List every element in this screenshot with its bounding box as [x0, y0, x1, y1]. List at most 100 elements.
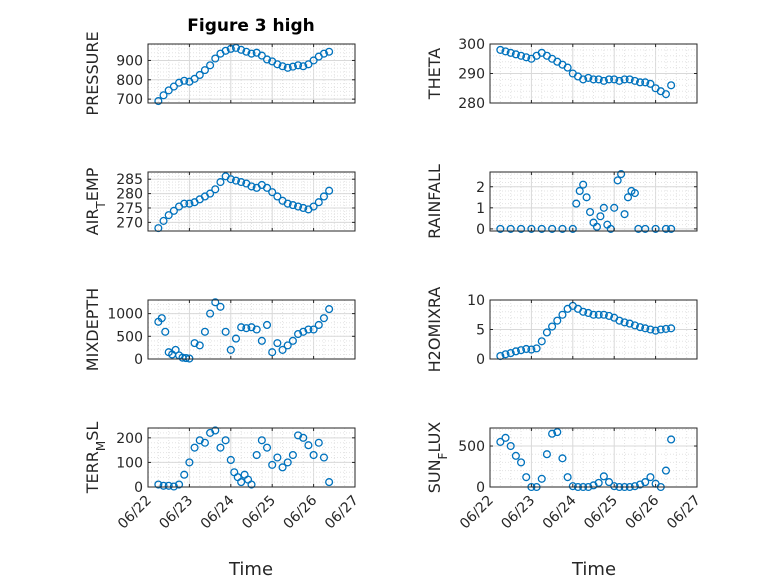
data-point	[216, 443, 225, 452]
data-point	[226, 175, 235, 184]
x-tick-label: 06/23	[498, 493, 538, 533]
data-point	[200, 66, 209, 75]
data-point	[262, 443, 272, 452]
data-point	[161, 327, 170, 336]
data-point	[325, 47, 334, 56]
data-point	[589, 75, 598, 84]
data-point	[154, 480, 163, 489]
data-point	[309, 325, 318, 334]
data-point	[231, 334, 241, 343]
y-tick-label: 280	[116, 187, 143, 203]
data-point	[592, 222, 601, 231]
data-point	[206, 189, 215, 198]
data-point	[278, 345, 287, 354]
y-tick-label: 900	[116, 53, 143, 69]
data-point	[615, 316, 624, 325]
data-point	[190, 339, 199, 348]
data-point	[548, 429, 557, 438]
y-axis-label: RAINFALL	[425, 164, 444, 239]
data-point	[169, 82, 178, 91]
y-tick-label: 1	[476, 201, 485, 217]
data-point	[656, 325, 665, 334]
subplot-sun-flux: 0 500 06/22 06/23 06/24 06/25 06/26 06/27 SUNFLU…	[425, 422, 704, 533]
data-point	[516, 51, 526, 60]
data-point	[496, 45, 505, 54]
data-point	[596, 212, 605, 221]
data-point	[511, 50, 520, 59]
data-point	[299, 327, 308, 336]
data-point	[646, 79, 655, 88]
data-point	[646, 325, 655, 334]
data-point	[542, 450, 551, 459]
data-point	[620, 318, 629, 327]
data-point	[575, 186, 584, 196]
data-point	[288, 62, 297, 71]
y-tick-label: 285	[116, 172, 143, 188]
data-point	[273, 60, 282, 69]
data-point	[206, 309, 215, 318]
data-point	[651, 326, 660, 335]
y-tick-label: 800	[116, 73, 143, 89]
data-point	[594, 75, 603, 84]
x-tick-label: 06/26	[281, 492, 321, 532]
data-point	[237, 478, 246, 487]
data-point	[283, 458, 292, 467]
y-axis-label: THETA	[425, 48, 444, 100]
axes-background	[490, 428, 697, 487]
y-tick-label: 290	[458, 67, 485, 83]
data-point	[216, 178, 225, 187]
data-point	[294, 61, 303, 70]
data-point	[314, 320, 323, 330]
data-point	[506, 441, 515, 451]
data-point	[288, 336, 297, 345]
data-point	[252, 325, 261, 334]
data-point	[159, 481, 168, 490]
data-point	[157, 314, 166, 323]
data-point	[206, 61, 215, 70]
data-point	[522, 473, 531, 482]
data-point	[617, 170, 626, 179]
axes-box	[147, 427, 356, 488]
data-point	[589, 310, 598, 319]
data-point	[558, 454, 567, 463]
axes-box	[147, 43, 356, 104]
data-point	[242, 47, 251, 56]
subplot-pressure: 700 800 900 PRESSURE	[83, 31, 356, 116]
data-point	[641, 478, 650, 487]
data-point	[630, 76, 639, 85]
y-tick-label: 270	[116, 215, 143, 231]
data-point	[579, 307, 588, 316]
data-point	[661, 90, 670, 99]
data-point	[211, 426, 220, 435]
data-point	[522, 53, 531, 62]
data-point	[646, 473, 655, 482]
axes-box	[147, 299, 356, 360]
data-point	[169, 206, 178, 215]
y-axis-label: H2OMIXRA	[425, 287, 444, 373]
x-tick-label: 06/25	[581, 493, 621, 533]
data-point	[579, 180, 588, 189]
data-point	[527, 224, 536, 233]
y-tick-label: 0	[134, 480, 143, 496]
data-point	[620, 75, 629, 84]
data-point	[496, 437, 505, 446]
axes-box	[489, 171, 698, 232]
y-tick-label: 10	[467, 293, 485, 309]
data-point	[641, 224, 650, 233]
data-point	[506, 349, 515, 358]
data-point	[283, 63, 292, 72]
x-axis-label-right: Time	[571, 559, 616, 580]
y-tick-label: 280	[458, 96, 485, 112]
data-point	[501, 350, 510, 359]
data-point	[262, 183, 272, 192]
data-point	[154, 97, 163, 106]
data-point	[667, 435, 676, 444]
data-point	[511, 347, 520, 356]
data-point	[180, 470, 189, 479]
data-point	[630, 189, 639, 198]
data-point	[667, 224, 676, 233]
data-point	[221, 327, 230, 336]
data-point	[175, 78, 184, 87]
data-point	[516, 346, 526, 355]
data-point	[314, 198, 323, 207]
